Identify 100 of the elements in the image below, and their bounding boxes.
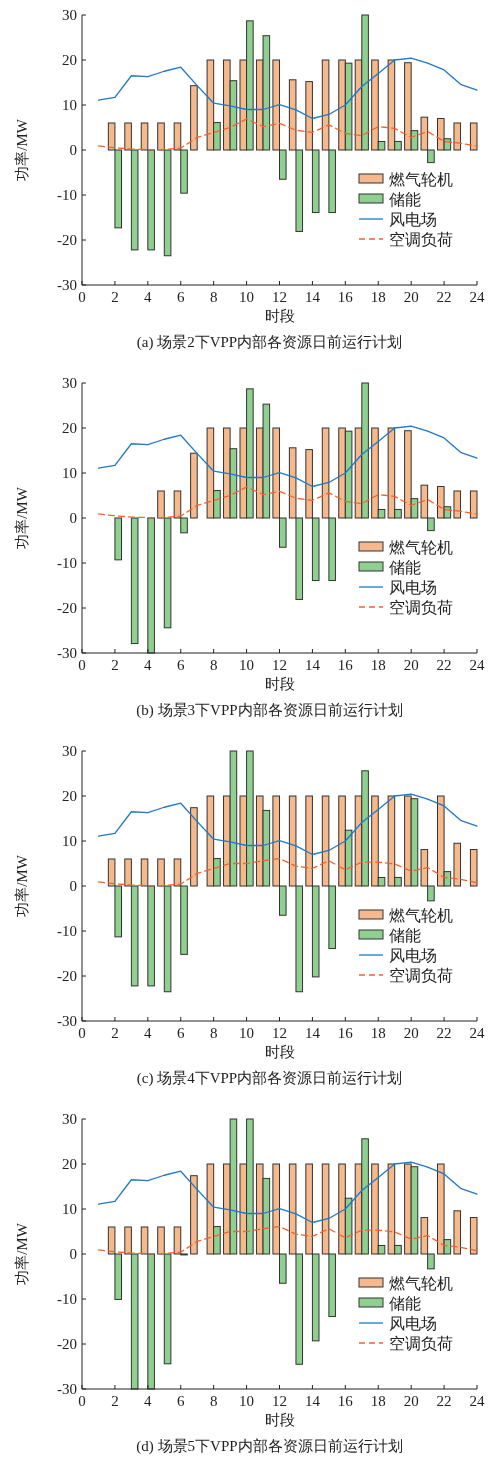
bar xyxy=(147,149,155,251)
x-tick-label: 14 xyxy=(304,657,321,673)
y-tick-label: 0 xyxy=(69,142,77,158)
x-tick-label: 14 xyxy=(304,289,321,305)
x-tick-label: 10 xyxy=(239,657,255,673)
bar xyxy=(394,876,402,887)
bar xyxy=(114,885,122,938)
legend-label: 储能 xyxy=(389,559,421,576)
x-tick-label: 18 xyxy=(370,1393,386,1409)
bar xyxy=(295,885,304,993)
x-tick-label: 20 xyxy=(403,1393,419,1409)
bar xyxy=(453,490,462,519)
bar xyxy=(328,1253,336,1318)
y-tick-label: 20 xyxy=(62,1156,77,1172)
bar xyxy=(246,388,254,519)
bar xyxy=(130,1253,139,1390)
bar xyxy=(344,1197,353,1255)
bar xyxy=(114,149,122,229)
bar xyxy=(443,871,452,887)
bar xyxy=(213,1226,221,1255)
x-tick-label: 10 xyxy=(239,1025,255,1041)
x-tick-label: 18 xyxy=(370,289,386,305)
x-tick-label: 8 xyxy=(209,1025,218,1041)
bar xyxy=(469,490,478,519)
legend-label: 风电场 xyxy=(389,1315,437,1332)
text: (b) 场景3下VPP内部各资源日前运行计划 xyxy=(136,702,403,719)
x-tick-label: 20 xyxy=(403,657,419,673)
bar xyxy=(443,1239,452,1255)
y-tick-label: 20 xyxy=(62,788,77,804)
bar xyxy=(377,508,386,519)
y-tick-label: 20 xyxy=(62,52,77,68)
bar xyxy=(410,1166,419,1255)
bar xyxy=(311,149,320,214)
x-tick-label: 10 xyxy=(239,289,255,305)
legend-label: 空调负荷 xyxy=(389,231,453,248)
x-tick-label: 20 xyxy=(403,1025,419,1041)
legend-label: 燃气轮机 xyxy=(389,539,453,556)
y-tick-label: 0 xyxy=(69,878,77,894)
bar xyxy=(295,517,304,600)
x-tick-label: 12 xyxy=(272,1393,287,1409)
x-tick-label: 24 xyxy=(469,289,485,305)
bar xyxy=(377,876,386,887)
text: (d) 场景5下VPP内部各资源日前运行计划 xyxy=(136,1438,403,1455)
bar xyxy=(246,20,254,151)
bar xyxy=(163,1253,172,1365)
x-tick-label: 2 xyxy=(111,1393,119,1409)
legend-label: 燃气轮机 xyxy=(389,907,453,924)
bar xyxy=(163,149,172,257)
line-series xyxy=(97,1161,478,1224)
y-tick-label: -10 xyxy=(57,923,77,939)
bar xyxy=(147,1253,155,1390)
x-tick-label: 20 xyxy=(403,289,419,305)
bar xyxy=(361,1138,369,1255)
bar xyxy=(147,885,155,987)
bar xyxy=(180,885,188,955)
y-tick-label: -30 xyxy=(57,1381,77,1397)
bar xyxy=(147,517,155,654)
y-tick-label: -10 xyxy=(57,187,77,203)
x-tick-label: 6 xyxy=(177,657,185,673)
bar xyxy=(246,1118,254,1255)
bar xyxy=(311,517,320,582)
y-tick-label: 30 xyxy=(62,743,77,759)
legend-label: 空调负荷 xyxy=(389,967,453,984)
y-tick-label: 30 xyxy=(62,1111,77,1127)
bar xyxy=(361,14,369,151)
bar xyxy=(410,798,419,887)
bar xyxy=(190,807,198,887)
x-axis-title: 时段 xyxy=(264,308,295,324)
y-tick-label: 0 xyxy=(69,510,77,526)
y-tick-label: 30 xyxy=(62,7,77,23)
line-series xyxy=(97,857,478,887)
bar xyxy=(229,750,238,887)
bar xyxy=(394,140,402,151)
x-tick-label: 24 xyxy=(469,1025,485,1041)
bar xyxy=(114,1253,122,1300)
legend-label: 储能 xyxy=(389,1295,421,1312)
x-tick-label: 12 xyxy=(272,1025,287,1041)
bar xyxy=(344,829,353,887)
legend-label: 风电场 xyxy=(389,211,437,228)
y-tick-label: -30 xyxy=(57,277,77,293)
y-tick-label: -30 xyxy=(57,1013,77,1029)
bar xyxy=(190,1175,198,1255)
legend-label: 储能 xyxy=(389,191,421,208)
x-tick-label: 22 xyxy=(436,1025,452,1041)
x-tick-label: 8 xyxy=(209,1393,218,1409)
y-tick-label: 30 xyxy=(62,375,77,391)
x-tick-label: 18 xyxy=(370,1025,386,1041)
bar xyxy=(453,1210,462,1255)
bar xyxy=(262,35,271,151)
legend-label: 燃气轮机 xyxy=(389,171,453,188)
y-tick-label: 10 xyxy=(62,465,77,481)
bar xyxy=(394,1244,402,1255)
line-series xyxy=(97,118,478,151)
x-tick-label: 22 xyxy=(436,657,452,673)
x-tick-label: 6 xyxy=(177,289,185,305)
y-axis-title: 功率/MW xyxy=(14,1222,30,1285)
bar xyxy=(344,62,353,151)
y-tick-label: -20 xyxy=(57,232,77,248)
bar xyxy=(130,885,139,987)
x-tick-label: 18 xyxy=(370,657,386,673)
